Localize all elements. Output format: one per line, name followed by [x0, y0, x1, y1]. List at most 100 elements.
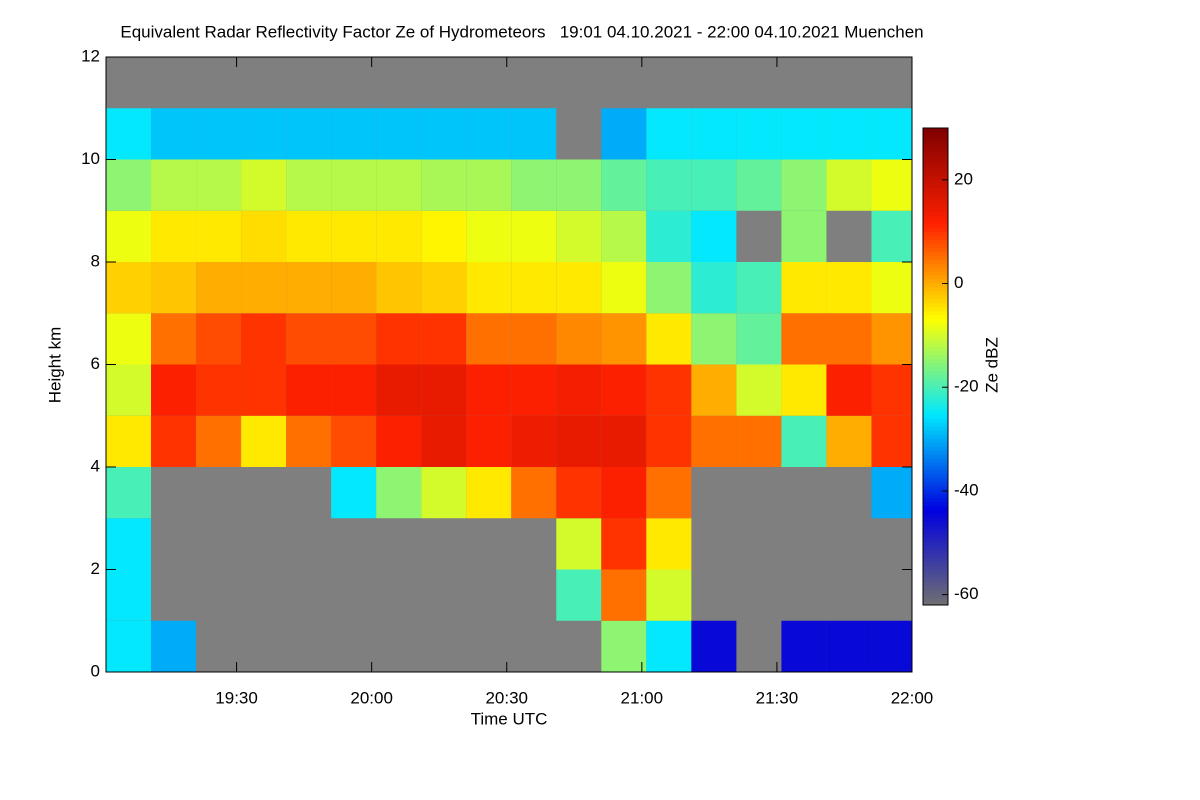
colorbar-segment: [923, 318, 948, 324]
heatmap-cell: [781, 313, 827, 365]
colorbar-segment: [923, 175, 948, 181]
colorbar-segment: [923, 414, 948, 419]
colorbar-segment: [923, 497, 948, 503]
heatmap-cell: [556, 518, 602, 570]
colorbar-segment: [923, 410, 948, 415]
colorbar-segment: [923, 231, 948, 236]
heatmap-cell: [376, 467, 422, 519]
colorbar-segment: [923, 128, 948, 133]
colorbar-segment: [923, 533, 948, 538]
heatmap-cell: [601, 313, 647, 365]
colorbar-segment: [923, 171, 948, 177]
heatmap-cell: [106, 210, 152, 262]
colorbar-segment: [923, 183, 948, 189]
heatmap-cell: [601, 467, 647, 519]
heatmap-cell: [691, 620, 737, 672]
heatmap-cell: [286, 108, 332, 160]
heatmap-cell: [871, 210, 912, 262]
heatmap-cell: [421, 415, 467, 467]
heatmap-cell: [376, 262, 422, 314]
heatmap-cell: [511, 364, 557, 416]
colorbar-segment: [923, 263, 948, 268]
colorbar-tick-label: 20: [954, 169, 973, 188]
colorbar-segment: [923, 163, 948, 169]
heatmap-cell: [826, 364, 872, 416]
colorbar-segment: [923, 139, 948, 145]
heatmap-cell: [736, 159, 782, 211]
colorbar-segment: [923, 382, 948, 387]
colorbar-segment: [923, 489, 948, 495]
heatmap-cell: [511, 467, 557, 519]
heatmap-cell: [196, 364, 242, 416]
heatmap-cell: [646, 620, 692, 672]
colorbar-segment: [923, 493, 948, 499]
heatmap-cell: [871, 313, 912, 365]
colorbar-segment: [923, 191, 948, 197]
heatmap-cell: [511, 108, 557, 160]
colorbar-segment: [923, 366, 948, 371]
colorbar-frame: [922, 127, 949, 606]
heatmap-cell: [781, 415, 827, 467]
heatmap-cell: [826, 159, 872, 211]
heatmap-cell: [511, 313, 557, 365]
colorbar-label: Ze dBZ: [982, 337, 1001, 393]
heatmap-cell: [601, 210, 647, 262]
colorbar-segment: [923, 310, 948, 316]
heatmap-cell: [736, 313, 782, 365]
x-axis-label: Time UTC: [471, 709, 548, 728]
heatmap-cell: [331, 262, 377, 314]
colorbar-segment: [923, 457, 948, 463]
colorbar-segment: [923, 358, 948, 364]
colorbar-segment: [923, 589, 948, 594]
colorbar-segment: [923, 573, 948, 578]
colorbar-segment: [923, 338, 948, 344]
heatmap-cell: [376, 159, 422, 211]
heatmap-cell: [421, 108, 467, 160]
heatmap-cell: [421, 313, 467, 365]
heatmap-cell: [286, 159, 332, 211]
heatmap-cell: [196, 262, 242, 314]
heatmap-cell: [871, 415, 912, 467]
heatmap-cell: [466, 364, 512, 416]
colorbar-segment: [923, 453, 948, 459]
heatmap-cell: [601, 415, 647, 467]
colorbar-segment: [923, 306, 948, 312]
heatmap-cell: [511, 159, 557, 211]
heatmap-cell: [421, 364, 467, 416]
heatmap-cell: [556, 159, 602, 211]
colorbar-segment: [923, 561, 948, 566]
colorbar-segment: [923, 227, 948, 232]
colorbar-segment: [923, 370, 948, 375]
heatmap-cell: [691, 159, 737, 211]
heatmap-cell: [511, 262, 557, 314]
colorbar-segment: [923, 247, 948, 252]
colorbar-segment: [923, 597, 948, 602]
colorbar-segment: [923, 267, 948, 272]
colorbar-segment: [923, 187, 948, 193]
heatmap-cell: [421, 210, 467, 262]
colorbar-segment: [923, 159, 948, 165]
colorbar-segment: [923, 322, 948, 328]
heatmap-cell: [871, 108, 912, 160]
colorbar-segment: [923, 430, 948, 435]
colorbar-segment: [923, 207, 948, 212]
heatmap-cell: [376, 210, 422, 262]
colorbar-segment: [923, 219, 948, 224]
heatmap-cell: [241, 262, 287, 314]
heatmap-cell: [241, 313, 287, 365]
heatmap-cell: [376, 415, 422, 467]
heatmap-cell: [151, 108, 197, 160]
y-tick-label: 8: [91, 251, 100, 270]
heatmap-cell: [196, 313, 242, 365]
heatmap-cell: [646, 467, 692, 519]
heatmap-cell: [781, 620, 827, 672]
colorbar-segment: [923, 350, 948, 356]
heatmap-cell: [376, 364, 422, 416]
colorbar-segment: [923, 255, 948, 260]
heatmap-cell: [556, 569, 602, 621]
colorbar-segment: [923, 287, 948, 292]
heatmap-cell: [331, 313, 377, 365]
heatmap-cell: [781, 364, 827, 416]
heatmap-cell: [871, 159, 912, 211]
x-tick-label: 21:30: [756, 688, 799, 707]
